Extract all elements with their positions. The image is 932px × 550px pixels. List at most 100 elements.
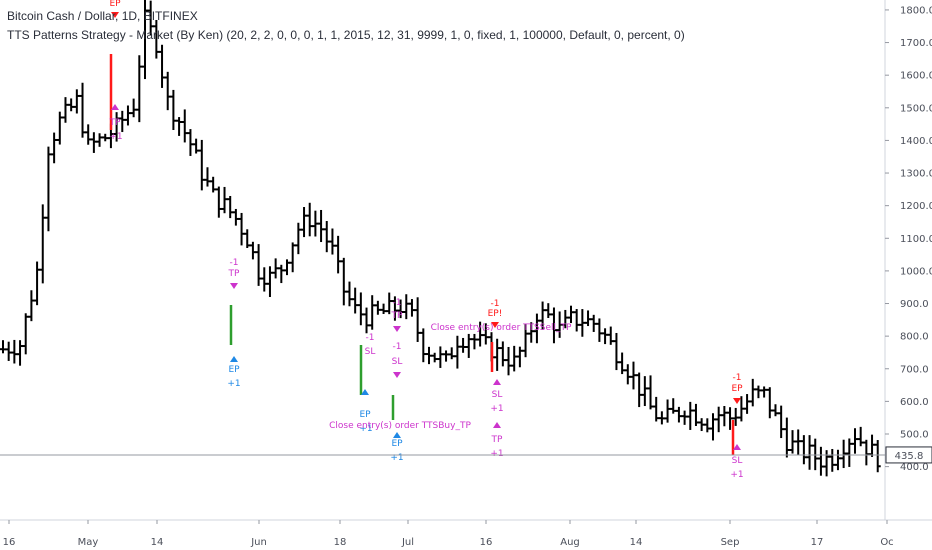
y-tick-label: 700.0 bbox=[900, 364, 929, 375]
arrow-up-icon bbox=[111, 104, 119, 110]
arrow-up-icon bbox=[393, 432, 401, 438]
y-tick-label: 1700.0 bbox=[900, 38, 932, 49]
ohlc-bar bbox=[11, 339, 18, 364]
signal-label: Close entry(s) order TTSSell_TP bbox=[431, 323, 572, 333]
ohlc-bar bbox=[636, 372, 643, 408]
ohlc-bar bbox=[454, 335, 461, 369]
ohlc-bar bbox=[494, 338, 501, 371]
signal-label: +1 bbox=[490, 449, 503, 459]
signal-label: -1 bbox=[366, 333, 375, 343]
y-tick-label: 1600.0 bbox=[900, 71, 932, 82]
ohlc-bar bbox=[749, 378, 756, 407]
ohlc-bar bbox=[210, 176, 217, 193]
ohlc-bar bbox=[653, 396, 660, 422]
ohlc-bar bbox=[539, 301, 546, 330]
signal-label: -1 bbox=[491, 299, 500, 309]
x-tick-label: 14 bbox=[630, 537, 643, 548]
ohlc-bar bbox=[550, 307, 557, 344]
ohlc-bar bbox=[431, 352, 438, 363]
y-tick-label: 1300.0 bbox=[900, 169, 932, 180]
ohlc-bar bbox=[443, 350, 450, 362]
trade-signals: EPTP+1-1TPEP+1-1SLEP+1-1TP-1SLEP+1Close … bbox=[109, 0, 744, 480]
ohlc-bar bbox=[840, 439, 847, 469]
ohlc-bar bbox=[641, 376, 648, 407]
arrow-up-icon bbox=[733, 444, 741, 450]
last-price-label: 435.8 bbox=[895, 451, 924, 462]
ohlc-bar bbox=[420, 328, 427, 363]
x-tick-label: 16 bbox=[480, 537, 493, 548]
ohlc-bar bbox=[249, 241, 256, 260]
ohlc-bar bbox=[806, 435, 813, 470]
ohlc-bar bbox=[692, 403, 699, 427]
time-axis[interactable]: 16 May 14 Jun 18 Jul 16 Aug 14 Sep 17 Oc bbox=[0, 519, 932, 548]
ohlc-bar bbox=[874, 440, 881, 473]
ohlc-bar bbox=[511, 345, 518, 372]
arrow-up-icon bbox=[230, 356, 238, 362]
signal-label: +1 bbox=[109, 132, 122, 142]
ohlc-bar bbox=[800, 435, 807, 465]
ohlc-bar bbox=[289, 242, 296, 273]
ohlc-bar bbox=[670, 398, 677, 414]
ohlc-bar bbox=[596, 318, 603, 342]
ohlc-bar bbox=[187, 129, 194, 156]
ohlc-bar bbox=[124, 105, 131, 126]
ohlc-bar bbox=[556, 311, 563, 338]
ohlc-bar bbox=[159, 44, 166, 88]
plot-area[interactable] bbox=[0, 0, 885, 520]
ohlc-bar bbox=[90, 132, 97, 153]
ohlc-bar bbox=[863, 439, 870, 466]
ohlc-bar bbox=[755, 385, 762, 399]
ohlc-bar bbox=[630, 361, 637, 390]
ohlc-bar bbox=[136, 55, 143, 123]
ohlc-bar bbox=[624, 364, 631, 385]
ohlc-bar bbox=[204, 167, 211, 187]
ohlc-bar bbox=[232, 208, 239, 226]
ohlc-bar bbox=[386, 292, 393, 315]
ohlc-bar bbox=[658, 411, 665, 425]
arrow-down-icon bbox=[230, 283, 238, 289]
signal-label: TP bbox=[228, 269, 240, 279]
ohlc-bar bbox=[397, 299, 404, 319]
ohlc-bar bbox=[516, 346, 523, 368]
ohlc-bar bbox=[22, 313, 29, 355]
signal-label: EP bbox=[391, 439, 403, 449]
x-tick-label: Oc bbox=[880, 537, 893, 548]
arrow-up-icon bbox=[361, 389, 369, 395]
ohlc-bar bbox=[335, 235, 342, 274]
ohlc-bar bbox=[846, 438, 853, 467]
x-tick-label: 18 bbox=[334, 537, 347, 548]
arrow-down-icon bbox=[733, 398, 741, 404]
ohlc-bar bbox=[675, 406, 682, 423]
ohlc-bar bbox=[113, 112, 120, 142]
ohlc-bar bbox=[738, 396, 745, 422]
ohlc-bar bbox=[857, 426, 864, 447]
ohlc-bar bbox=[170, 89, 177, 131]
ohlc-bar bbox=[153, 19, 160, 59]
ohlc-bar bbox=[215, 186, 222, 218]
ohlc-bar bbox=[766, 387, 773, 419]
signal-label: TP bbox=[391, 311, 403, 321]
ohlc-bar bbox=[329, 228, 336, 255]
y-tick-label: 600.0 bbox=[900, 397, 929, 408]
ohlc-bar bbox=[795, 429, 802, 455]
ohlc-bar bbox=[727, 407, 734, 430]
y-tick-label: 400.0 bbox=[900, 462, 929, 473]
ohlc-bar bbox=[715, 406, 722, 433]
ohlc-bar bbox=[414, 297, 421, 342]
ohlc-bar bbox=[193, 138, 200, 154]
signal-label: EP bbox=[228, 365, 240, 375]
ohlc-bar bbox=[579, 309, 586, 337]
chart-grid bbox=[0, 0, 885, 520]
price-axis[interactable]: 1900.01800.01700.01600.01500.01400.01300… bbox=[0, 0, 932, 520]
ohlc-bar bbox=[613, 332, 620, 371]
signal-label: EP bbox=[359, 410, 371, 420]
ohlc-bar bbox=[278, 264, 285, 284]
ohlc-bar bbox=[295, 222, 302, 255]
symbol-title: Bitcoin Cash / Dollar, 1D, BITFINEX bbox=[7, 9, 198, 23]
y-tick-label: 1000.0 bbox=[900, 266, 932, 277]
x-tick-label: Aug bbox=[560, 537, 580, 548]
ohlc-bar bbox=[266, 266, 273, 298]
ohlc-bar bbox=[698, 418, 705, 432]
ohlc-bar bbox=[357, 292, 364, 326]
